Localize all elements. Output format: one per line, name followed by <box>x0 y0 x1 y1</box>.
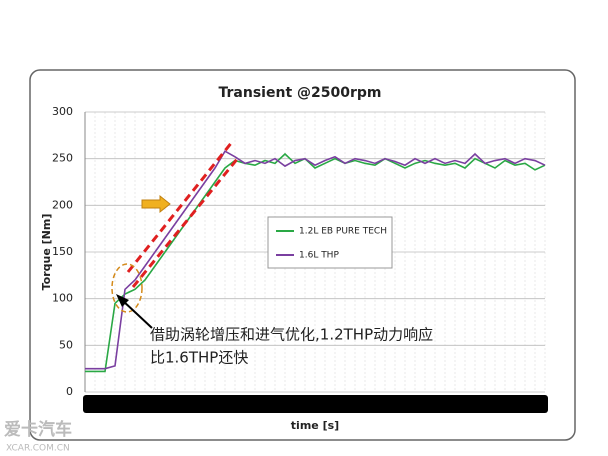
annotation: 比1.6THP还快 <box>150 349 248 367</box>
trend-line <box>131 157 240 288</box>
annotation: 借助涡轮增压和进气优化,1.2THP动力响应 <box>150 326 433 344</box>
watermark: 爱卡汽车 <box>4 419 72 440</box>
redaction-bar <box>83 395 548 413</box>
legend-label: 1.6L THP <box>299 251 339 261</box>
series-line <box>85 152 546 373</box>
highlight-ellipse <box>111 263 143 313</box>
y-tick-label: 200 <box>52 198 73 211</box>
legend-label: 1.2L EB PURE TECH <box>299 227 387 237</box>
chart-title: Transient @2500rpm <box>219 85 382 101</box>
trend-line <box>126 141 234 273</box>
pointer-arrow <box>121 299 153 329</box>
y-tick-label: 150 <box>52 245 73 258</box>
pointer-arrow-head <box>116 294 129 307</box>
series-line <box>85 150 546 370</box>
y-tick-label: 50 <box>59 338 73 351</box>
legend: 1.2L EB PURE TECH 1.6L THP <box>267 216 393 269</box>
yellow-arrow <box>141 194 171 214</box>
legend-box <box>267 216 393 269</box>
x-axis-label: time [s] <box>291 419 339 432</box>
annotation-shapes <box>111 141 240 329</box>
y-axis-label: Torque [Nm] <box>40 214 53 291</box>
y-tick-label: 300 <box>52 105 73 118</box>
y-tick-label: 250 <box>52 152 73 165</box>
y-tick-label: 0 <box>66 385 73 398</box>
watermark: XCAR.COM.CN <box>6 444 70 454</box>
y-tick-label: 100 <box>52 292 73 305</box>
